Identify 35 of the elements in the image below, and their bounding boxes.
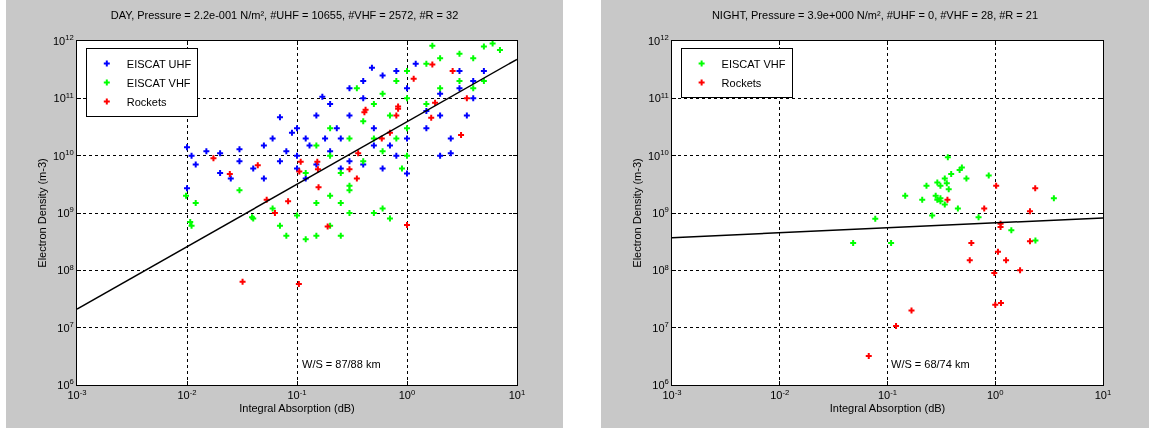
x-tick-label: 10$^{-2}$	[770, 387, 790, 402]
y-tick-label: 10$^{10}$	[647, 147, 669, 162]
y-tick-label: 10$^{7}$	[57, 319, 74, 334]
x-tick-label: 10$^{-1}$	[877, 387, 898, 402]
x-tick-label: 10$^{-2}$	[177, 387, 197, 402]
legend-label: Rockets	[126, 95, 168, 108]
legend-label: EISCAT UHF	[126, 57, 192, 70]
y-tick-label: 10$^{11}$	[648, 90, 669, 105]
y-tick-label: 10$^{11}$	[53, 90, 74, 105]
y-axis-title: Electron Density (m-3)	[630, 158, 643, 268]
y-axis-title: Electron Density (m-3)	[35, 158, 48, 268]
legend-label: EISCAT VHF	[126, 76, 191, 89]
y-tick-label: 10$^{10}$	[52, 147, 74, 162]
x-axis-title: Integral Absorption (dB)	[239, 402, 355, 415]
legend-label: EISCAT VHF	[721, 57, 786, 70]
y-tick-label: 10$^{9}$	[57, 205, 74, 219]
y-tick-label: 10$^{6}$	[652, 377, 669, 391]
y-tick-label: 10$^{8}$	[652, 262, 669, 277]
y-tick-label: 10$^{12}$	[52, 33, 74, 47]
x-tick-label: 10$^{1}$	[508, 387, 526, 402]
annotation: W/S = 68/74 km	[891, 358, 970, 370]
legend-label: Rockets	[721, 76, 762, 89]
y-tick-label: 10$^{8}$	[57, 262, 74, 277]
x-axis-title: Integral Absorption (dB)	[829, 402, 946, 415]
x-tick-label: 10$^{1}$	[1094, 387, 1112, 402]
chart-title: NIGHT, Pressure = 3.9e+000 N/m², #UHF = 0, #VHF = 28, #R = 21	[711, 8, 1039, 21]
x-tick-label: 10$^{0}$	[398, 387, 416, 402]
annotation: W/S = 87/88 km	[302, 358, 381, 370]
x-tick-label: 10$^{0}$	[986, 387, 1004, 402]
y-tick-label: 10$^{12}$	[647, 33, 669, 47]
y-tick-label: 10$^{9}$	[652, 205, 669, 219]
y-tick-label: 10$^{6}$	[57, 377, 74, 391]
x-tick-label: 10$^{-1}$	[287, 387, 307, 402]
y-tick-label: 10$^{7}$	[652, 319, 669, 334]
chart-title: DAY, Pressure = 2.2e-001 N/m², #UHF = 10655, #VHF = 2572, #R = 32	[110, 8, 459, 21]
